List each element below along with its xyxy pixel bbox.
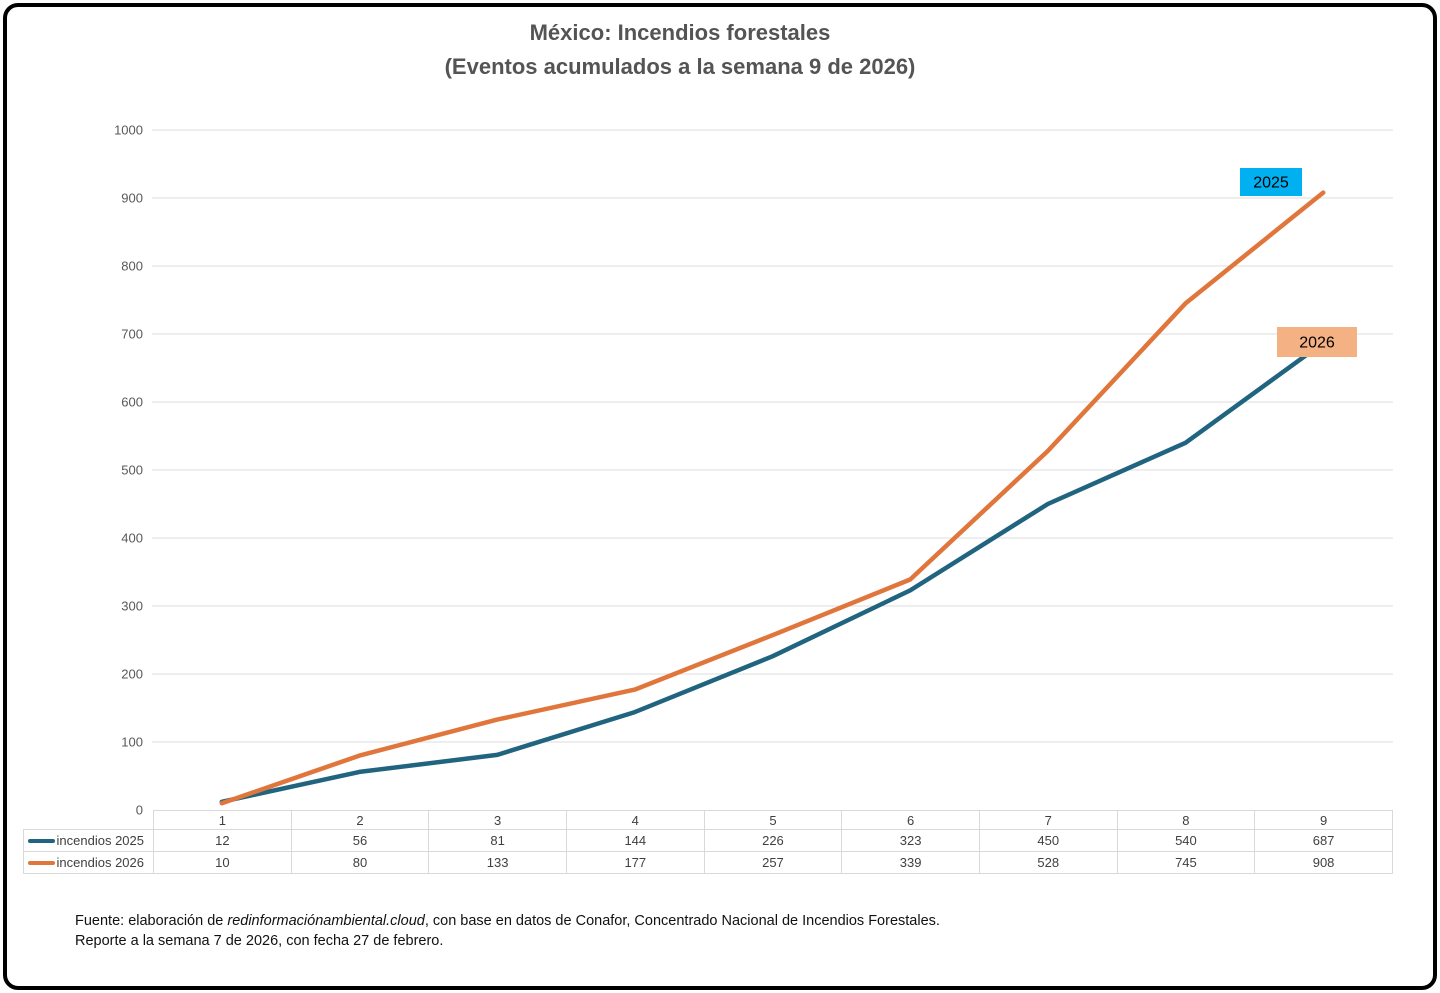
series-label-box-2025 — [1240, 168, 1302, 196]
week-header-cell: 4 — [565, 810, 705, 830]
value-cell: 687 — [1254, 829, 1393, 852]
week-header-cell: 6 — [841, 810, 980, 830]
week-header-cell: 1 — [153, 810, 292, 830]
source-note-line1: Fuente: elaboración de redinformaciónamb… — [75, 912, 940, 932]
y-axis-tick-label: 400 — [121, 531, 143, 546]
y-axis-tick-label: 600 — [121, 395, 143, 410]
y-axis-tick-label: 900 — [121, 191, 143, 206]
legend-cell: incendios 2025 — [23, 829, 154, 852]
value-cell: 12 — [153, 829, 292, 852]
legend-item-incendios-2026: incendios 2026 — [24, 855, 153, 870]
source-note-prefix: Fuente: elaboración de — [75, 913, 228, 929]
legend-line-swatch — [27, 838, 55, 843]
series-line-incendios-2026 — [219, 190, 1326, 806]
chart-data-table: 1 2 3 4 5 6 7 8 9 incendios 2025 12 56 81 144 226 323 45… — [23, 810, 1393, 874]
legend-label: incendios 2026 — [56, 855, 144, 870]
y-axis-tick-label: 200 — [121, 667, 143, 682]
value-cell: 528 — [978, 851, 1118, 874]
chart-title: México: Incendios forestales (Eventos ac… — [0, 16, 1360, 84]
value-cell: 144 — [565, 829, 705, 852]
series-label-box-2026 — [1277, 327, 1357, 357]
chart-title-line1: México: Incendios forestales — [529, 20, 831, 45]
week-header-cell: 8 — [1116, 810, 1256, 830]
value-cell: 908 — [1254, 851, 1393, 874]
week-header-cell: 7 — [978, 810, 1118, 830]
value-cell: 81 — [428, 829, 567, 852]
series-label-text-2025: 2025 — [1253, 175, 1289, 192]
week-header-cell: 9 — [1254, 810, 1393, 830]
value-cell: 745 — [1116, 851, 1256, 874]
value-cell: 226 — [703, 829, 843, 852]
week-header-cell: 3 — [428, 810, 567, 830]
value-cell: 540 — [1116, 829, 1256, 852]
week-header-cell: 5 — [703, 810, 843, 830]
value-cell: 10 — [153, 851, 292, 874]
series-label-text-2026: 2026 — [1299, 335, 1335, 352]
value-cell: 80 — [290, 851, 430, 874]
y-axis-tick-label: 100 — [121, 735, 143, 750]
series-line-incendios-2025 — [219, 340, 1326, 805]
value-cell: 177 — [565, 851, 705, 874]
table-corner-cell — [24, 811, 154, 830]
source-note-site: redinformaciónambiental.cloud — [227, 913, 425, 929]
value-cell: 56 — [290, 829, 430, 852]
y-axis-tick-label: 800 — [121, 259, 143, 274]
value-cell: 339 — [841, 851, 980, 874]
week-header-cell: 2 — [290, 810, 430, 830]
table-row: incendios 2025 12 56 81 144 226 323 450 540 687 — [23, 829, 1393, 852]
legend-label: incendios 2025 — [56, 833, 144, 848]
value-cell: 450 — [978, 829, 1118, 852]
source-note: Fuente: elaboración de redinformaciónamb… — [75, 912, 940, 951]
y-axis-tick-label: 300 — [121, 599, 143, 614]
table-row: incendios 2026 10 80 133 177 257 339 528 745 908 — [23, 851, 1393, 874]
legend-line-swatch — [27, 860, 55, 865]
legend-item-incendios-2025: incendios 2025 — [24, 833, 153, 848]
value-cell: 133 — [428, 851, 567, 874]
y-axis-tick-label: 1000 — [114, 123, 143, 138]
y-axis-tick-label: 500 — [121, 463, 143, 478]
y-axis-tick-label: 700 — [121, 327, 143, 342]
legend-cell: incendios 2026 — [23, 851, 154, 874]
value-cell: 257 — [703, 851, 843, 874]
source-note-line2: Reporte a la semana 7 de 2026, con fecha… — [75, 932, 444, 949]
value-cell: 323 — [841, 829, 980, 852]
source-note-suffix: , con base en datos de Conafor, Concentr… — [424, 913, 940, 929]
chart-title-line2: (Eventos acumulados a la semana 9 de 202… — [444, 54, 916, 79]
